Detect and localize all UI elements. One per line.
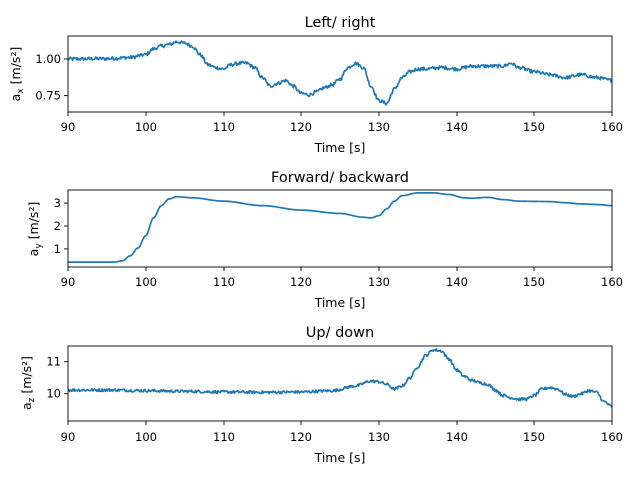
y-tick-label: 3 bbox=[54, 196, 61, 210]
x-tick-label: 90 bbox=[61, 275, 76, 289]
y-axis-label: ay [m/s²] bbox=[26, 202, 44, 257]
x-tick-label: 140 bbox=[446, 120, 468, 134]
x-axis-label: Time [s] bbox=[314, 450, 366, 465]
plot-frame bbox=[67, 189, 613, 268]
x-tick-label: 130 bbox=[368, 120, 390, 134]
subplot-up-down: Up/ down 90 100 110 120 130 140 150 160 … bbox=[19, 325, 623, 465]
x-tick-label: 120 bbox=[290, 120, 312, 134]
y-tick-label: 1.00 bbox=[35, 52, 61, 66]
y-tick-label: 1 bbox=[54, 242, 61, 256]
x-tick-label: 110 bbox=[213, 430, 235, 444]
y-tick-labels: 10 11 bbox=[46, 355, 61, 401]
x-tick-label: 150 bbox=[523, 430, 545, 444]
x-tick-label: 90 bbox=[61, 430, 76, 444]
x-tick-label: 100 bbox=[135, 430, 157, 444]
chart-title: Up/ down bbox=[306, 325, 374, 341]
series-line-ax bbox=[67, 40, 613, 106]
y-tick-label: 11 bbox=[46, 355, 61, 369]
y-tick-label: 10 bbox=[46, 387, 61, 401]
x-tick-label: 150 bbox=[523, 120, 545, 134]
x-tick-labels: 90 100 110 120 130 140 150 160 bbox=[61, 275, 623, 289]
x-tick-label: 140 bbox=[446, 430, 468, 444]
x-ticks bbox=[67, 267, 613, 271]
y-tick-label: 0.75 bbox=[35, 89, 61, 103]
subplot-forward-backward: Forward/ backward 90 100 110 120 130 140… bbox=[26, 170, 623, 310]
x-tick-label: 100 bbox=[135, 120, 157, 134]
x-tick-label: 130 bbox=[368, 275, 390, 289]
series-line-az bbox=[67, 348, 613, 408]
y-ticks bbox=[64, 361, 68, 395]
y-tick-labels: 1 2 3 bbox=[54, 196, 61, 256]
y-axis-label: ax [m/s²] bbox=[8, 47, 26, 102]
series-line-ay bbox=[67, 192, 613, 263]
plot-frame bbox=[67, 345, 613, 422]
x-axis-label: Time [s] bbox=[314, 295, 366, 310]
x-tick-label: 160 bbox=[601, 430, 623, 444]
y-ticks bbox=[64, 58, 68, 97]
x-tick-label: 90 bbox=[61, 120, 76, 134]
x-tick-label: 120 bbox=[290, 430, 312, 444]
x-tick-label: 160 bbox=[601, 275, 623, 289]
x-axis-label: Time [s] bbox=[314, 140, 366, 155]
x-tick-label: 160 bbox=[601, 120, 623, 134]
x-tick-label: 130 bbox=[368, 430, 390, 444]
chart-title: Forward/ backward bbox=[271, 170, 409, 186]
x-tick-label: 100 bbox=[135, 275, 157, 289]
y-ticks bbox=[64, 202, 68, 250]
y-tick-labels: 0.75 1.00 bbox=[35, 52, 61, 103]
y-axis-label: az [m/s²] bbox=[19, 356, 37, 410]
x-tick-label: 140 bbox=[446, 275, 468, 289]
x-tick-labels: 90 100 110 120 130 140 150 160 bbox=[61, 430, 623, 444]
x-tick-labels: 90 100 110 120 130 140 150 160 bbox=[61, 120, 623, 134]
subplot-left-right: Left/ right 90 100 110 120 130 140 150 1… bbox=[8, 15, 623, 155]
y-tick-label: 2 bbox=[54, 219, 61, 233]
plot-frame bbox=[67, 35, 613, 113]
x-tick-label: 110 bbox=[213, 120, 235, 134]
x-ticks bbox=[67, 112, 613, 116]
x-tick-label: 110 bbox=[213, 275, 235, 289]
x-ticks bbox=[67, 421, 613, 425]
x-tick-label: 150 bbox=[523, 275, 545, 289]
x-tick-label: 120 bbox=[290, 275, 312, 289]
chart-title: Left/ right bbox=[305, 15, 376, 31]
